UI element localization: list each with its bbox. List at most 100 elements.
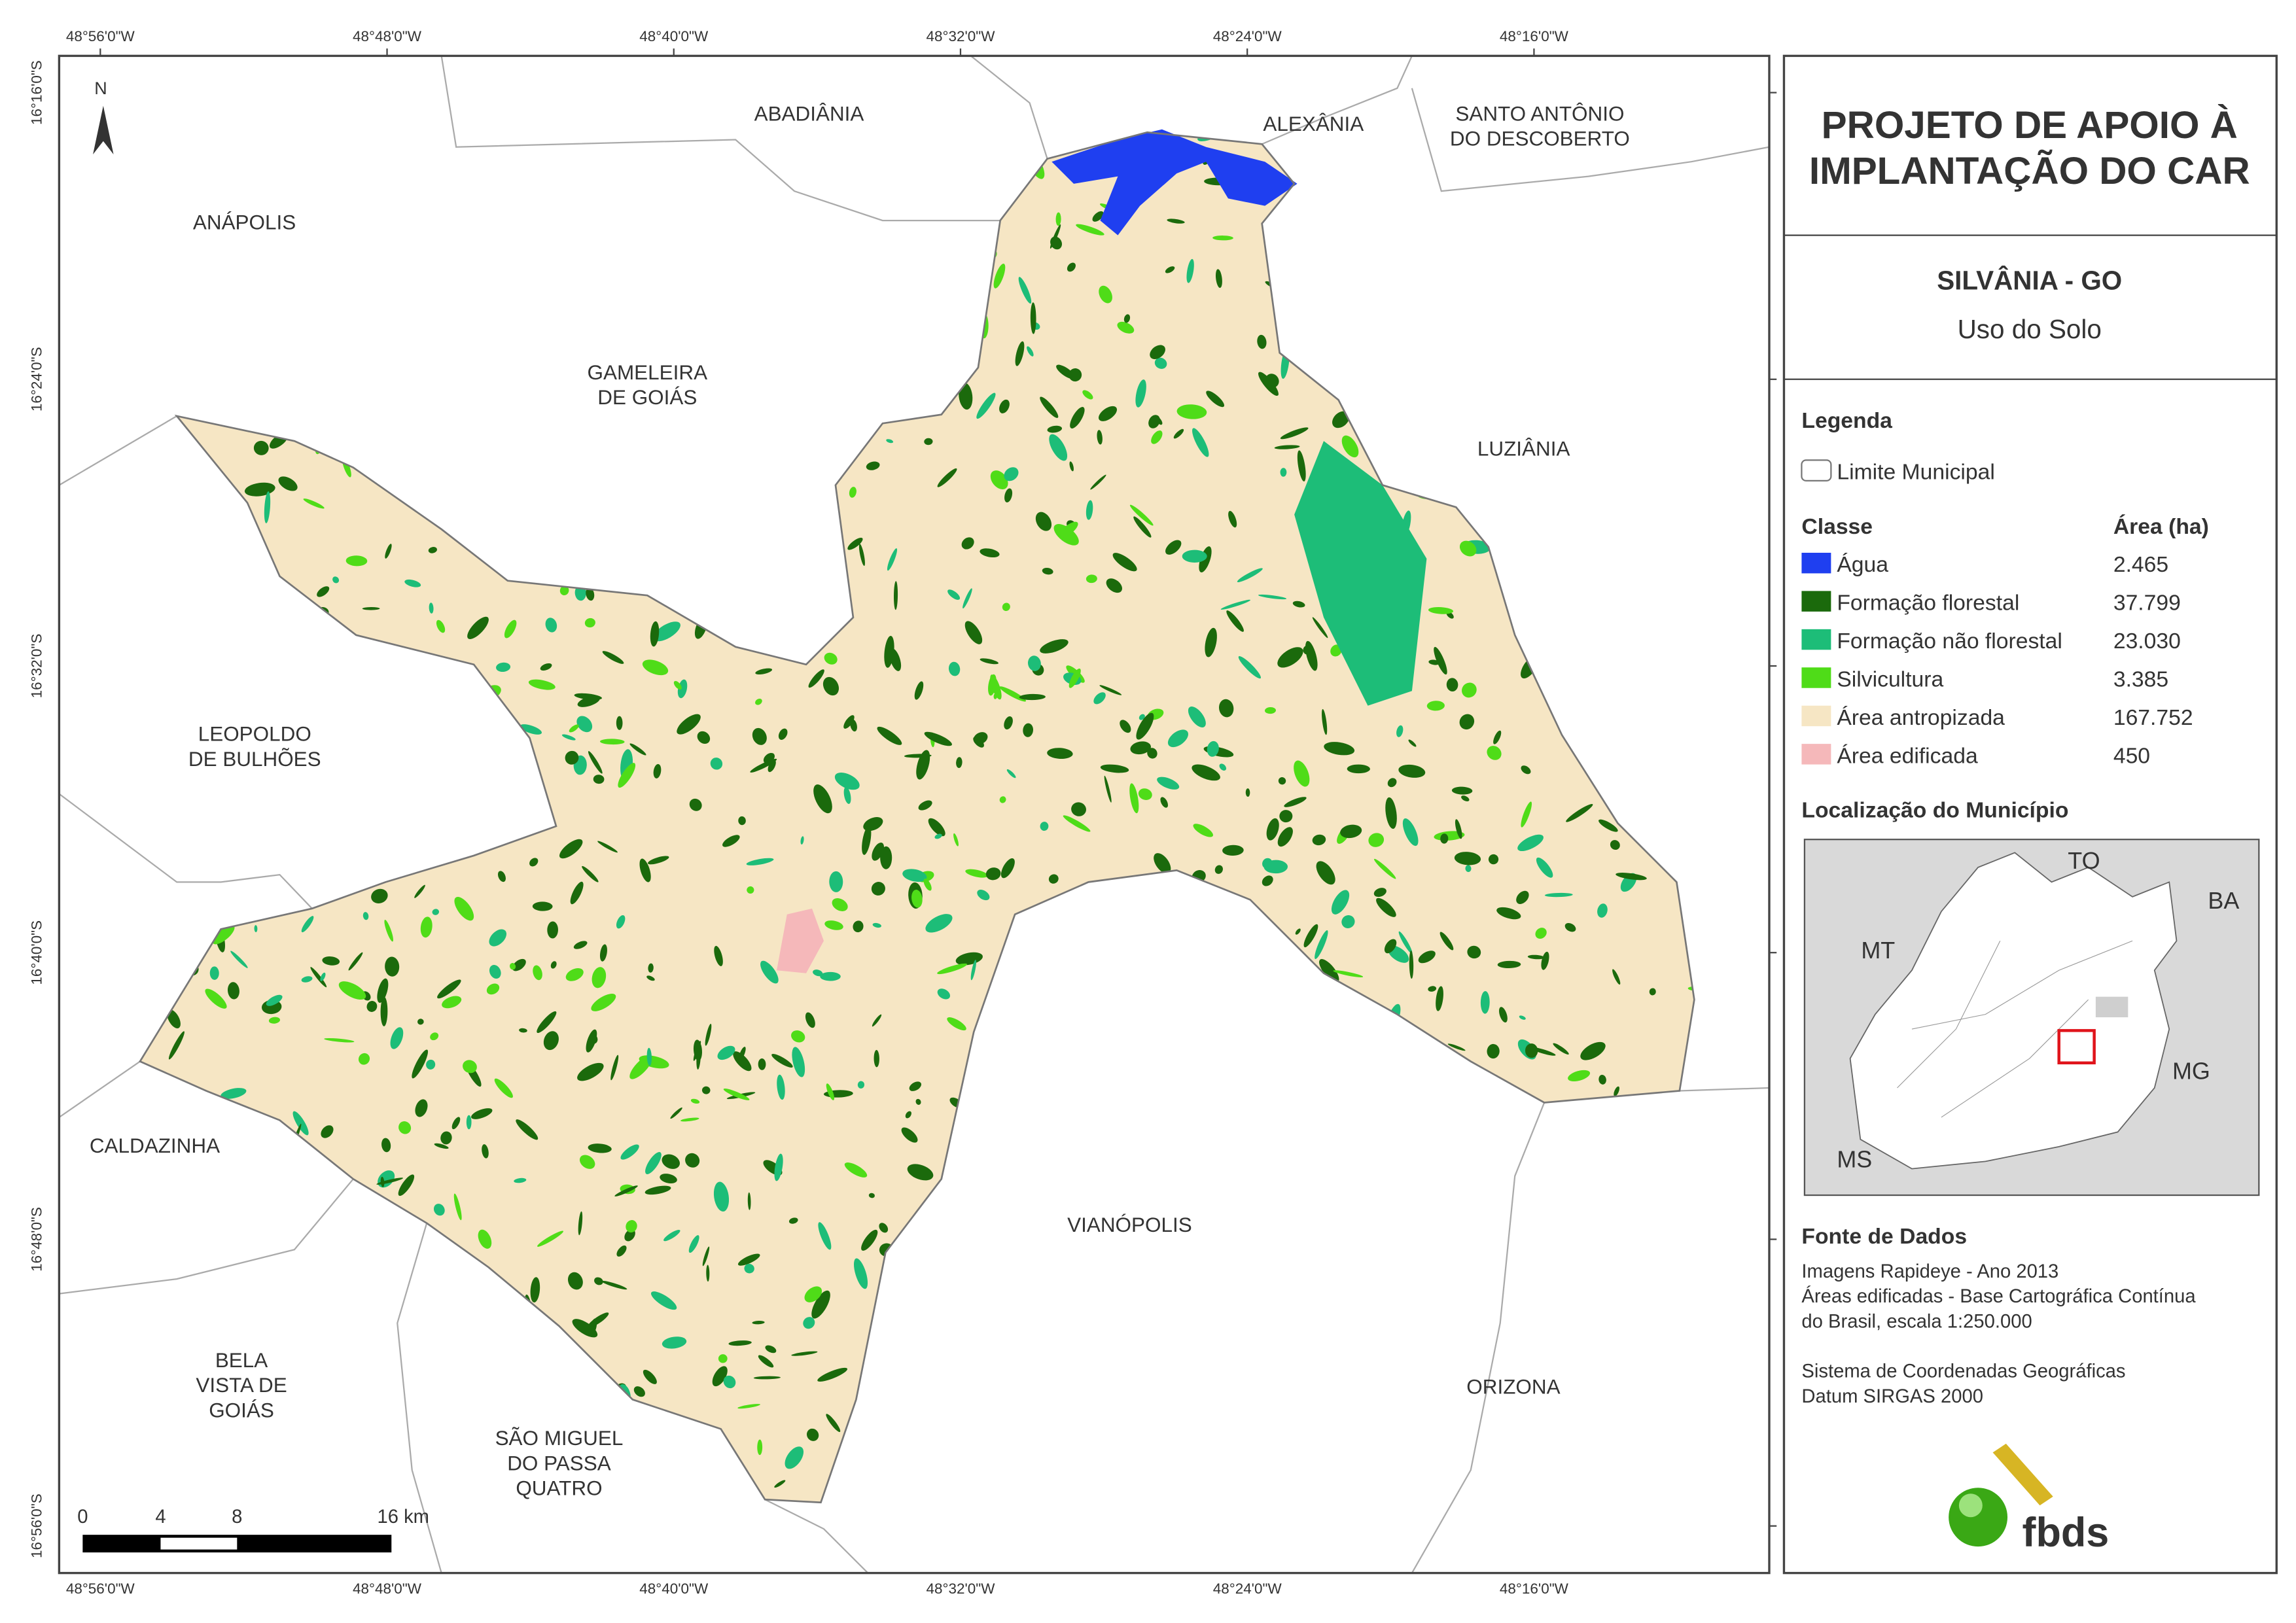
vegetation-patch: [420, 916, 433, 938]
inset-locator: [2057, 1029, 2096, 1065]
vegetation-patch: [1303, 924, 1318, 948]
vegetation-patch: [168, 1031, 185, 1060]
municipality-label-line: QUATRO: [516, 1476, 602, 1499]
legend-class-area: 23.030: [2113, 629, 2181, 654]
vegetation-patch: [916, 750, 930, 780]
vegetation-patch: [573, 941, 588, 949]
vegetation-patch: [1487, 1043, 1500, 1059]
vegetation-patch: [1398, 764, 1426, 778]
logo-bar: [1992, 1443, 2053, 1506]
vegetation-patch: [744, 1263, 754, 1274]
vegetation-patch: [1047, 425, 1063, 433]
vegetation-patch: [1245, 788, 1250, 797]
vegetation-patch: [1649, 988, 1656, 996]
vegetation-patch: [1428, 659, 1440, 665]
vegetation-patch: [533, 965, 542, 981]
vegetation-patch: [565, 968, 584, 981]
vegetation-patch: [253, 440, 269, 455]
vegetation-patch: [620, 1144, 639, 1160]
vegetation-patch: [948, 661, 961, 676]
vegetation-patch: [1106, 578, 1122, 593]
vegetation-patch: [322, 956, 340, 966]
vegetation-patch: [489, 965, 501, 979]
vegetation-patch: [1228, 511, 1237, 528]
vegetation-patch: [911, 890, 923, 908]
vegetation-patch: [758, 1058, 766, 1070]
vegetation-patch: [1192, 428, 1209, 457]
municipality-label: LUZIÂNIA: [1477, 438, 1570, 461]
vegetation-patch: [1059, 521, 1078, 538]
vegetation-patch: [738, 816, 746, 826]
vegetation-patch: [739, 1047, 746, 1060]
vegetation-patch: [993, 263, 1006, 288]
vegetation-patch: [791, 1030, 805, 1043]
vegetation-patch: [689, 798, 702, 811]
vegetation-patch: [520, 724, 542, 735]
municipality-label: GAMELEIRA DE GOIÁS: [588, 361, 708, 409]
vegetation-patch: [1160, 797, 1169, 808]
vegetation-patch: [1487, 746, 1502, 760]
municipality-label-line: DE GOIÁS: [597, 386, 697, 409]
vegetation-patch: [746, 858, 774, 865]
vegetation-patch: [415, 1099, 428, 1117]
vegetation-patch: [723, 1375, 736, 1389]
vegetation-patch: [824, 920, 843, 930]
vegetation-patch: [662, 1336, 687, 1349]
vegetation-patch: [565, 750, 579, 765]
map-frame: [58, 54, 1771, 1575]
vegetation-patch: [858, 544, 865, 567]
north-label: N: [94, 79, 107, 98]
location-heading: Localização do Município: [1801, 797, 2068, 822]
vegetation-patch: [753, 1376, 781, 1380]
vegetation-patch: [977, 890, 990, 901]
vegetation-patch: [1112, 553, 1137, 572]
vegetation-patch: [964, 621, 983, 644]
legend-class-name: Área edificada: [1837, 743, 1978, 768]
vegetation-patch: [1042, 567, 1053, 575]
vegetation-patch: [907, 1164, 934, 1181]
vegetation-patch: [504, 620, 517, 638]
vegetation-patch: [813, 969, 823, 977]
sources-heading: Fonte de Dados: [1801, 1224, 1967, 1249]
vegetation-patch: [482, 1144, 489, 1159]
vegetation-patch: [550, 961, 557, 969]
inset-label: BA: [2208, 887, 2239, 914]
vegetation-patch: [1220, 599, 1251, 610]
vegetation-patch: [1434, 646, 1447, 675]
vegetation-patch: [853, 1258, 868, 1289]
vegetation-patch: [1568, 1070, 1591, 1082]
vegetation-patch: [925, 914, 953, 933]
municipality-label-line: SÃO MIGUEL: [495, 1427, 624, 1450]
legend-class-name: Formação florestal: [1837, 591, 2019, 616]
vegetation-patch: [1130, 741, 1151, 755]
vegetation-patch: [871, 882, 885, 896]
vegetation-patch: [755, 698, 762, 705]
scale-label: 16 km: [377, 1507, 429, 1527]
vegetation-patch: [1055, 212, 1061, 226]
logo-highlight: [1958, 1493, 1983, 1518]
vegetation-patch: [278, 476, 298, 491]
vegetation-patch: [1280, 468, 1287, 477]
water-body: [1051, 129, 1298, 236]
vegetation-patch: [889, 648, 902, 671]
vegetation-patch: [1117, 321, 1135, 334]
vegetation-patch: [670, 1107, 682, 1119]
vegetation-patch: [829, 871, 843, 892]
vegetation-patch: [1387, 778, 1397, 788]
municipality-label: CALDAZINHA: [90, 1134, 220, 1157]
vegetation-patch: [980, 658, 998, 665]
vegetation-patch: [1035, 512, 1052, 531]
vegetation-patch: [1070, 407, 1085, 429]
vegetation-patch: [1129, 504, 1154, 526]
vegetation-patch: [1192, 764, 1220, 781]
panel-frame: [1782, 54, 2278, 1575]
vegetation-patch: [1436, 986, 1443, 1011]
vegetation-patch: [872, 922, 881, 928]
coordinate-label-top: 48°48'0"W: [353, 28, 422, 44]
vegetation-patch: [1040, 396, 1059, 418]
legend-class-header: Classe: [1801, 514, 1873, 539]
boundary-line: [440, 56, 1000, 222]
vegetation-patch: [803, 1317, 815, 1329]
vegetation-patch: [1214, 865, 1223, 874]
vegetation-patch: [747, 886, 754, 894]
